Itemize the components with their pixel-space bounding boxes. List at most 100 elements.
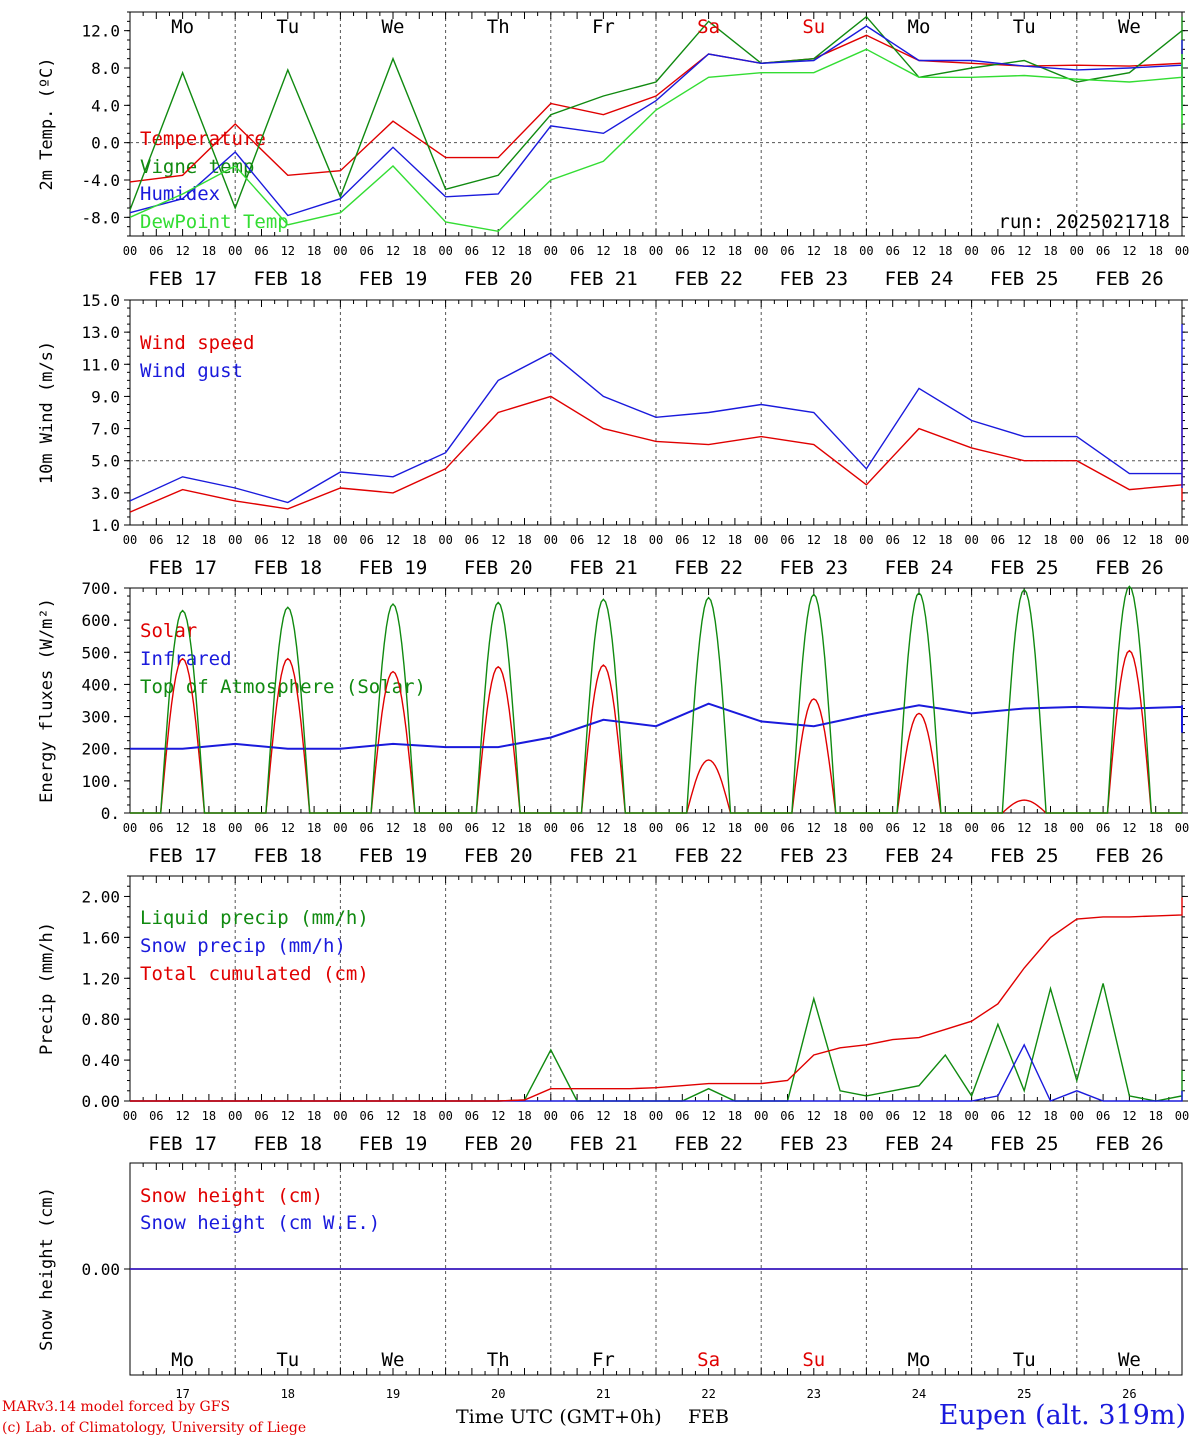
hour-tick-label: 12 <box>175 1109 189 1123</box>
hour-tick-label: 00 <box>649 821 663 835</box>
hour-tick-label: 00 <box>438 821 452 835</box>
y-tick-label: 4.0 <box>91 96 120 115</box>
hour-tick-label: 18 <box>938 1109 952 1123</box>
hour-tick-label: 00 <box>754 533 768 547</box>
series-line-top-of-atmosphere-solar- <box>130 585 1182 814</box>
hour-tick-label: 18 <box>938 821 952 835</box>
date-label: FEB 18 <box>253 557 322 579</box>
hour-tick-label: 12 <box>807 533 821 547</box>
hour-tick-label: 12 <box>596 821 610 835</box>
date-label: FEB 19 <box>359 1133 428 1155</box>
date-label: FEB 26 <box>1095 845 1164 867</box>
hour-tick-label: 12 <box>1017 244 1031 258</box>
hour-tick-label: 00 <box>228 821 242 835</box>
hour-tick-label: 12 <box>1017 821 1031 835</box>
hour-tick-label: 00 <box>964 821 978 835</box>
hour-tick-label: 00 <box>333 244 347 258</box>
hour-tick-label: 12 <box>912 533 926 547</box>
day-number-label: 22 <box>701 1387 715 1401</box>
hour-tick-label: 12 <box>912 244 926 258</box>
hour-tick-label: 18 <box>622 1109 636 1123</box>
y-axis-label: 10m Wind (m/s) <box>37 341 57 484</box>
weekday-label: Mo <box>908 1349 931 1371</box>
day-number-label: 23 <box>807 1387 821 1401</box>
hour-tick-label: 00 <box>1175 1109 1189 1123</box>
y-tick-label: 2.00 <box>81 887 120 906</box>
series-line-wind-speed <box>129 372 1183 513</box>
hour-tick-label: 06 <box>885 1109 899 1123</box>
hour-tick-label: 18 <box>412 244 426 258</box>
hour-tick-label: 00 <box>438 533 452 547</box>
hour-tick-label: 18 <box>307 821 321 835</box>
hour-tick-label: 18 <box>202 244 216 258</box>
date-label: FEB 21 <box>569 845 638 867</box>
hour-tick-label: 00 <box>544 1109 558 1123</box>
hour-tick-label: 00 <box>228 244 242 258</box>
weekday-label: Tu <box>276 16 299 38</box>
y-axis-label: Precip (mm/h) <box>37 922 57 1055</box>
legend-entry: Snow height (cm) <box>140 1185 323 1207</box>
y-tick-label: 0.00 <box>81 1260 120 1279</box>
legend-entry: Top of Atmosphere (Solar) <box>140 676 426 698</box>
weekday-label: Su <box>802 1349 825 1371</box>
hour-tick-label: 06 <box>675 244 689 258</box>
hour-tick-label: 00 <box>333 1109 347 1123</box>
y-axis-label: Energy fluxes (W/m²) <box>37 598 57 803</box>
hour-tick-label: 12 <box>386 821 400 835</box>
hour-tick-label: 06 <box>885 244 899 258</box>
hour-tick-label: 12 <box>596 1109 610 1123</box>
hour-tick-label: 06 <box>149 821 163 835</box>
hour-tick-label: 12 <box>386 244 400 258</box>
hour-tick-label: 06 <box>570 533 584 547</box>
date-label: FEB 17 <box>148 268 217 290</box>
hour-tick-label: 12 <box>701 244 715 258</box>
date-label: FEB 22 <box>674 845 743 867</box>
y-axis-label: 2m Temp. (ºC) <box>37 57 57 190</box>
hour-tick-label: 06 <box>780 533 794 547</box>
hour-tick-label: 06 <box>885 533 899 547</box>
date-label: FEB 18 <box>253 1133 322 1155</box>
hour-tick-label: 06 <box>991 1109 1005 1123</box>
hour-tick-label: 12 <box>491 821 505 835</box>
hour-tick-label: 00 <box>1070 821 1084 835</box>
y-tick-label: 300. <box>81 708 120 727</box>
hour-tick-label: 18 <box>202 821 216 835</box>
y-tick-label: 500. <box>81 643 120 662</box>
hour-tick-label: 06 <box>570 244 584 258</box>
hour-tick-label: 18 <box>1043 821 1057 835</box>
hour-tick-label: 00 <box>123 533 137 547</box>
legend-entry: Infrared <box>140 648 232 670</box>
hour-tick-label: 18 <box>728 1109 742 1123</box>
weekday-label: Su <box>802 16 825 38</box>
y-tick-label: -4.0 <box>81 171 120 190</box>
hour-tick-label: 00 <box>544 821 558 835</box>
hour-tick-label: 06 <box>149 1109 163 1123</box>
weekday-label: We <box>382 1349 405 1371</box>
panel-2-frame <box>129 299 1183 526</box>
date-label: FEB 25 <box>990 268 1059 290</box>
hour-tick-label: 12 <box>491 244 505 258</box>
hour-tick-label: 00 <box>333 821 347 835</box>
hour-tick-label: 18 <box>1043 533 1057 547</box>
y-tick-label: 9.0 <box>91 387 120 406</box>
hour-tick-label: 00 <box>964 1109 978 1123</box>
hour-tick-label: 06 <box>1096 1109 1110 1123</box>
day-number-label: 18 <box>281 1387 295 1401</box>
hour-tick-label: 18 <box>1148 1109 1162 1123</box>
y-tick-label: 1.60 <box>81 928 120 947</box>
legend-entry: Wind speed <box>140 332 254 354</box>
hour-tick-label: 00 <box>544 244 558 258</box>
hour-tick-label: 00 <box>754 1109 768 1123</box>
legend-entry: Temperature <box>140 128 266 150</box>
hour-tick-label: 12 <box>1122 244 1136 258</box>
date-label: FEB 25 <box>990 1133 1059 1155</box>
hour-tick-label: 18 <box>517 533 531 547</box>
hour-tick-label: 00 <box>964 533 978 547</box>
legend-entry: Solar <box>140 620 197 642</box>
y-tick-label: 0. <box>101 804 120 823</box>
y-tick-label: 0.80 <box>81 1010 120 1029</box>
date-label: FEB 24 <box>885 557 954 579</box>
hour-tick-label: 12 <box>701 533 715 547</box>
hour-tick-label: 12 <box>491 533 505 547</box>
hour-tick-label: 00 <box>1175 533 1189 547</box>
